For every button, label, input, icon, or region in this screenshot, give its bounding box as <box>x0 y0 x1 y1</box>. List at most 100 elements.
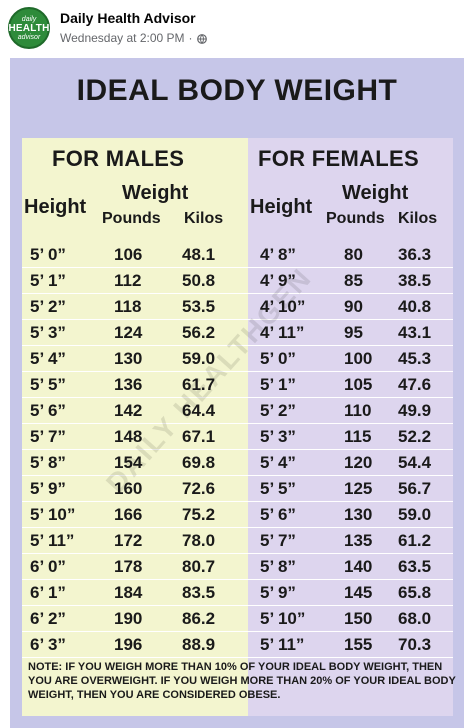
females-panel: FOR FEMALES Height Weight Pounds Kilos 4… <box>248 138 453 716</box>
female-kilos-cell: 36.3 <box>398 245 432 264</box>
male-height-cell: 5’ 9” <box>30 479 66 498</box>
males-height-header: Height <box>24 196 87 218</box>
male-table-row: 6’ 0” 178 80.7 <box>22 554 248 580</box>
female-table-row: 5’ 3” 115 52.2 <box>248 424 453 450</box>
females-pounds-header: Pounds <box>326 210 385 227</box>
male-table-row: 6’ 3” 196 88.9 <box>22 632 248 658</box>
female-kilos-cell: 38.5 <box>398 271 432 290</box>
male-height-cell: 5’ 7” <box>30 427 66 446</box>
avatar-text-bottom: advisor <box>17 33 41 41</box>
male-pounds-cell: 184 <box>114 583 143 602</box>
female-pounds-cell: 100 <box>344 349 373 368</box>
females-weight-header: Weight <box>342 182 409 204</box>
male-table-row: 5’ 5” 136 61.7 <box>22 372 248 398</box>
male-kilos-cell: 50.8 <box>182 271 216 290</box>
female-height-cell: 5’ 11” <box>260 635 305 654</box>
males-heading: FOR MALES <box>52 146 185 171</box>
female-kilos-cell: 54.4 <box>398 453 432 472</box>
male-pounds-cell: 154 <box>114 453 143 472</box>
female-height-cell: 5’ 4” <box>260 453 296 472</box>
male-table-row: 5’ 3” 124 56.2 <box>22 320 248 346</box>
female-height-cell: 5’ 2” <box>260 401 296 420</box>
female-table-row: 4’ 9” 85 38.5 <box>248 268 453 294</box>
male-height-cell: 5’ 0” <box>30 245 66 264</box>
female-table-row: 4’ 8” 80 36.3 <box>248 242 453 268</box>
post-meta: Wednesday at 2:00 PM · <box>60 31 207 45</box>
female-pounds-cell: 125 <box>344 479 373 498</box>
female-kilos-cell: 61.2 <box>398 531 432 550</box>
page-avatar[interactable]: daily HEALTH advisor <box>8 7 50 49</box>
male-kilos-cell: 78.0 <box>182 531 216 550</box>
female-pounds-cell: 155 <box>344 635 373 654</box>
male-height-cell: 5’ 2” <box>30 297 66 316</box>
male-pounds-cell: 142 <box>114 401 143 420</box>
male-height-cell: 6’ 1” <box>30 583 66 602</box>
female-pounds-cell: 135 <box>344 531 373 550</box>
males-kilos-header: Kilos <box>184 210 224 227</box>
male-pounds-cell: 106 <box>114 245 143 264</box>
male-kilos-cell: 83.5 <box>182 583 216 602</box>
female-table-row: 5’ 7” 135 61.2 <box>248 528 453 554</box>
globe-icon[interactable] <box>196 33 207 44</box>
female-height-cell: 5’ 0” <box>260 349 296 368</box>
female-table-row: 5’ 5” 125 56.7 <box>248 476 453 502</box>
female-pounds-cell: 115 <box>344 427 372 446</box>
male-pounds-cell: 124 <box>114 323 143 342</box>
male-table-row: 6’ 1” 184 83.5 <box>22 580 248 606</box>
females-heading: FOR FEMALES <box>258 146 419 171</box>
male-pounds-cell: 130 <box>114 349 143 368</box>
male-kilos-cell: 53.5 <box>182 297 216 316</box>
male-height-cell: 5’ 5” <box>30 375 66 394</box>
page-name-link[interactable]: Daily Health Advisor <box>60 10 196 26</box>
female-height-cell: 4’ 8” <box>260 245 296 264</box>
female-pounds-cell: 120 <box>344 453 373 472</box>
male-height-cell: 6’ 3” <box>30 635 66 654</box>
female-kilos-cell: 59.0 <box>398 505 432 524</box>
male-kilos-cell: 56.2 <box>182 323 216 342</box>
male-kilos-cell: 86.2 <box>182 609 216 628</box>
female-pounds-cell: 105 <box>344 375 373 394</box>
female-kilos-cell: 43.1 <box>398 323 432 342</box>
female-height-cell: 5’ 1” <box>260 375 296 394</box>
female-table-row: 4’ 11” 95 43.1 <box>248 320 453 346</box>
female-kilos-cell: 70.3 <box>398 635 432 654</box>
male-table-row: 6’ 2” 190 86.2 <box>22 606 248 632</box>
male-pounds-cell: 172 <box>114 531 143 550</box>
female-pounds-cell: 110 <box>344 401 372 420</box>
female-table-row: 5’ 2” 110 49.9 <box>248 398 453 424</box>
male-height-cell: 5’ 3” <box>30 323 66 342</box>
male-table-row: 5’ 7” 148 67.1 <box>22 424 248 450</box>
female-table-row: 5’ 4” 120 54.4 <box>248 450 453 476</box>
female-table-row: 5’ 1” 105 47.6 <box>248 372 453 398</box>
male-kilos-cell: 64.4 <box>182 401 216 420</box>
male-table-row: 5’ 2” 118 53.5 <box>22 294 248 320</box>
post-image[interactable]: IDEAL BODY WEIGHT FOR MALES Height Weigh… <box>10 58 464 728</box>
female-pounds-cell: 130 <box>344 505 373 524</box>
female-pounds-cell: 90 <box>344 297 363 316</box>
male-table-row: 5’ 4” 130 59.0 <box>22 346 248 372</box>
female-table-row: 5’ 8” 140 63.5 <box>248 554 453 580</box>
female-pounds-cell: 150 <box>344 609 373 628</box>
male-pounds-cell: 112 <box>114 271 142 290</box>
female-height-cell: 5’ 9” <box>260 583 296 602</box>
male-table-row: 5’ 1” 112 50.8 <box>22 268 248 294</box>
male-kilos-cell: 59.0 <box>182 349 216 368</box>
female-height-cell: 5’ 3” <box>260 427 296 446</box>
weight-note: NOTE: IF YOU WEIGH MORE THAN 10% OF YOUR… <box>28 661 456 701</box>
female-pounds-cell: 85 <box>344 271 363 290</box>
male-height-cell: 5’ 10” <box>30 505 76 524</box>
male-table-row: 5’ 10” 166 75.2 <box>22 502 248 528</box>
post-timestamp[interactable]: Wednesday at 2:00 PM <box>60 31 185 45</box>
female-height-cell: 4’ 11” <box>260 323 305 342</box>
female-kilos-cell: 47.6 <box>398 375 432 394</box>
male-kilos-cell: 72.6 <box>182 479 216 498</box>
female-kilos-cell: 45.3 <box>398 349 432 368</box>
male-pounds-cell: 118 <box>114 297 142 316</box>
female-table-row: 5’ 11” 155 70.3 <box>248 632 453 658</box>
male-table-row: 5’ 9” 160 72.6 <box>22 476 248 502</box>
male-pounds-cell: 148 <box>114 427 143 446</box>
male-height-cell: 6’ 0” <box>30 557 66 576</box>
male-height-cell: 6’ 2” <box>30 609 66 628</box>
female-table-row: 5’ 0” 100 45.3 <box>248 346 453 372</box>
female-kilos-cell: 49.9 <box>398 401 432 420</box>
